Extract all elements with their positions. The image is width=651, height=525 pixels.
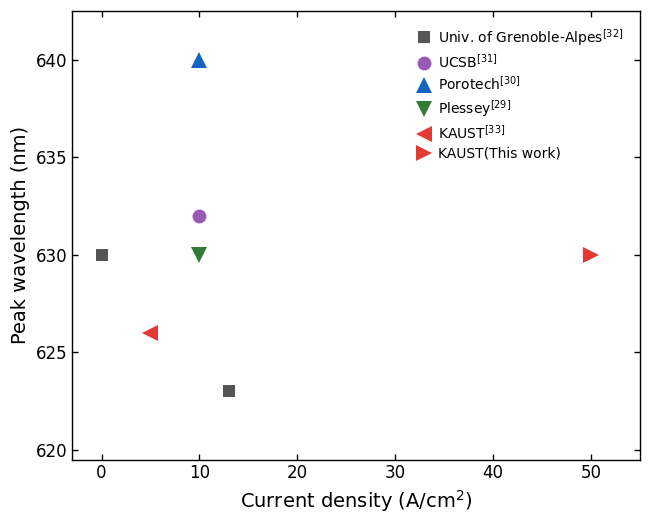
Y-axis label: Peak wavelength (nm): Peak wavelength (nm) bbox=[11, 127, 30, 344]
X-axis label: Current density (A/cm$^{2}$): Current density (A/cm$^{2}$) bbox=[240, 488, 472, 514]
Univ. of Grenoble-Alpes$^{[32]}$ bbox=[98, 251, 105, 258]
Legend: Univ. of Grenoble-Alpes$^{[32]}$, UCSB$^{[31]}$, Porotech$^{[30]}$, Plessey$^{[2: Univ. of Grenoble-Alpes$^{[32]}$, UCSB$^… bbox=[413, 23, 628, 165]
Univ. of Grenoble-Alpes$^{[32]}$ bbox=[225, 388, 232, 394]
Line: Univ. of Grenoble-Alpes$^{[32]}$: Univ. of Grenoble-Alpes$^{[32]}$ bbox=[96, 249, 234, 397]
